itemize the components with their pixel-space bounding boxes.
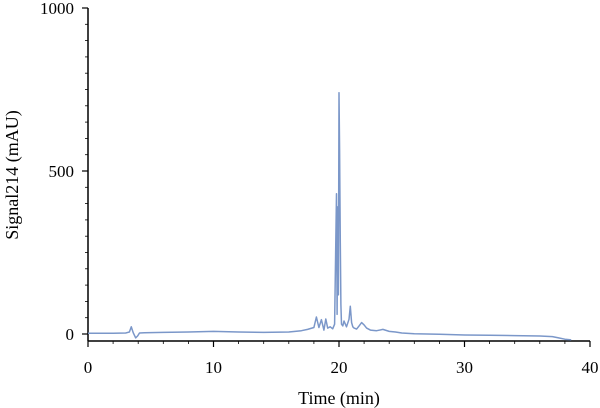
signal-trace: [88, 92, 572, 341]
y-tick-label: 500: [49, 162, 75, 181]
tick-labels: 0 10 20 30 40 0 500 1000: [40, 0, 599, 377]
y-tick-label: 1000: [40, 0, 74, 18]
x-tick-label: 40: [582, 358, 599, 377]
x-tick-label: 0: [84, 358, 93, 377]
y-tick-label: 0: [66, 325, 75, 344]
major-ticks: [82, 7, 591, 347]
x-tick-label: 10: [205, 358, 222, 377]
y-axis-title: Signal214 (mAU): [2, 110, 23, 240]
x-axis-title: Time (min): [298, 388, 380, 408]
x-tick-label: 20: [331, 358, 348, 377]
x-tick-label: 30: [456, 358, 473, 377]
minor-ticks: [85, 23, 566, 344]
